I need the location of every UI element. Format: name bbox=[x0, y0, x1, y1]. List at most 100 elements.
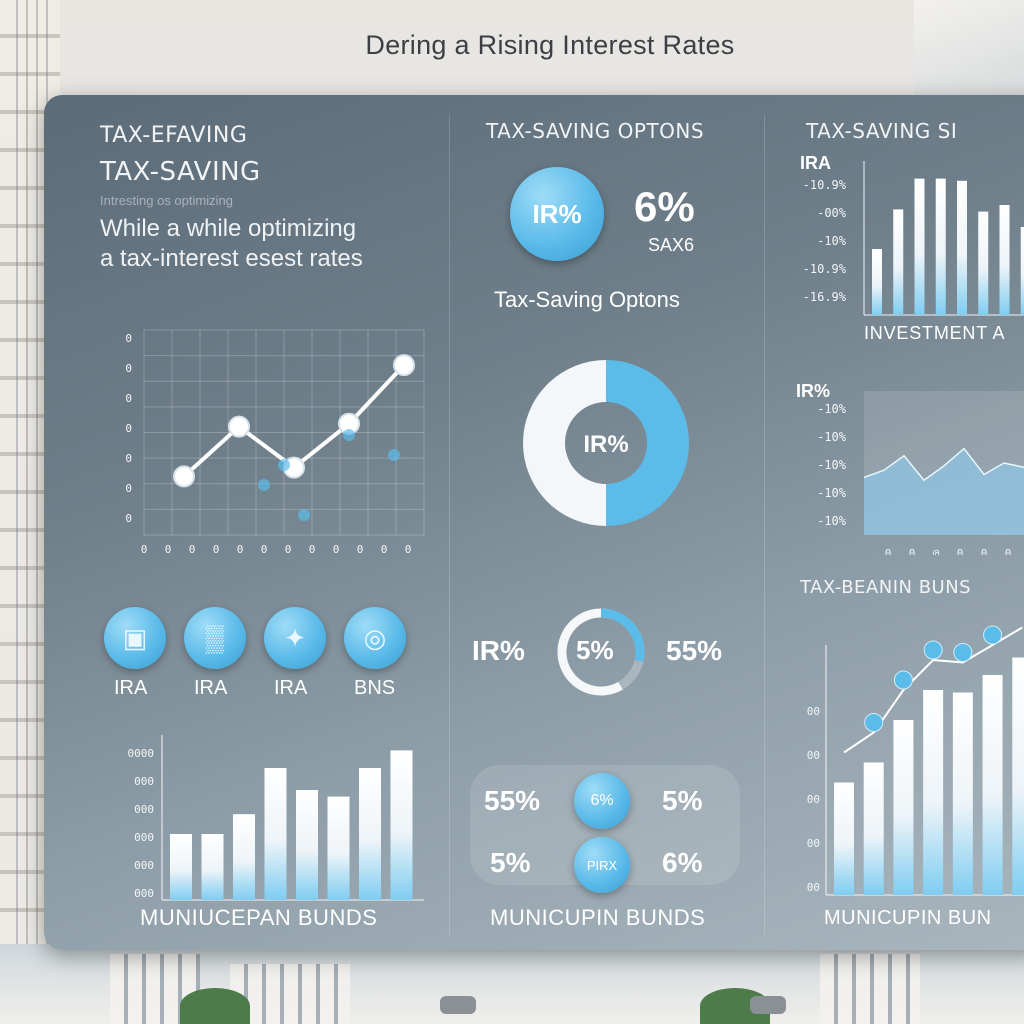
right-bar-chart-2: 00 00 00 00 00 bbox=[807, 625, 1024, 896]
background-street bbox=[0, 944, 1024, 1024]
middle-heading: TAX-SAVING OPTONS bbox=[486, 119, 705, 143]
y-tick-label: 000 bbox=[134, 887, 154, 900]
x-tick-label: 0 bbox=[285, 543, 292, 556]
stat-row2-right: 6% bbox=[662, 847, 703, 878]
stat-row1-left: 55% bbox=[484, 785, 541, 816]
document-icon[interactable]: ▣ bbox=[104, 607, 166, 669]
y-tick-label: -10% bbox=[817, 234, 847, 248]
trend-pin bbox=[923, 640, 943, 660]
y-tick-label: -00% bbox=[817, 206, 847, 220]
coins-icon[interactable]: ◎ bbox=[344, 607, 406, 669]
y-tick-label: 00 bbox=[807, 705, 820, 718]
handshake-icon[interactable]: ✦ bbox=[264, 607, 326, 669]
bar bbox=[327, 796, 350, 900]
y-tick-label: 0000 bbox=[128, 747, 155, 760]
y-tick-label: -10% bbox=[817, 430, 847, 444]
stat-row2-left: 5% bbox=[490, 847, 531, 878]
column-divider bbox=[449, 115, 450, 935]
line-point bbox=[173, 465, 195, 488]
area-line bbox=[863, 447, 1024, 482]
y-tick-label: -10% bbox=[817, 514, 847, 528]
bar bbox=[923, 690, 944, 895]
bar bbox=[952, 692, 973, 895]
small-ring-chart bbox=[557, 608, 645, 696]
x-tick-label: 0 bbox=[261, 543, 268, 556]
x-tick-label: 0 bbox=[1005, 547, 1012, 555]
bar bbox=[201, 834, 224, 900]
trend-pin bbox=[983, 625, 1003, 645]
bar bbox=[390, 750, 413, 900]
x-tick-label: 0 bbox=[957, 547, 964, 555]
y-tick-label: 0 bbox=[125, 392, 132, 405]
donut-right-label: 55% bbox=[666, 635, 723, 666]
right-bar-label: IRA bbox=[800, 153, 831, 173]
trend-pin bbox=[864, 713, 884, 732]
donut-center-label: IR% bbox=[583, 431, 628, 458]
big-percent-value: 6% bbox=[634, 183, 695, 230]
y-tick-label: 0 bbox=[125, 362, 132, 375]
middle-subheading: Tax-Saving Optons bbox=[494, 287, 680, 312]
small-ring-center: 5% bbox=[576, 635, 614, 665]
right-area-chart: -10%-10%-10%-10%-10%00@0000 bbox=[817, 391, 1024, 555]
right-heading-2: TAX-BEANIN BUNS bbox=[800, 577, 972, 598]
bar bbox=[233, 814, 255, 900]
y-tick-label: 0 bbox=[125, 512, 132, 525]
bar bbox=[1012, 657, 1024, 895]
x-tick-label: 0 bbox=[357, 543, 364, 556]
y-tick-label: 0 bbox=[125, 452, 132, 465]
bar bbox=[957, 180, 967, 315]
icon-label: IRA bbox=[114, 677, 148, 699]
donut-left-label: IR% bbox=[472, 635, 525, 666]
bar bbox=[170, 834, 192, 900]
bar bbox=[1020, 227, 1024, 315]
y-tick-label: 0 bbox=[125, 332, 132, 345]
right-bar-footer: INVESTMENT A bbox=[864, 323, 1006, 343]
stat-row2-icon: PIRX bbox=[574, 837, 630, 893]
ira-circle-badge: IR% bbox=[510, 167, 604, 261]
stat-row1-right: 5% bbox=[662, 785, 703, 816]
y-tick-label: 00 bbox=[807, 749, 820, 762]
y-tick-label: -10.9% bbox=[803, 262, 847, 276]
left-line-2: a tax-interest esest rates bbox=[100, 245, 363, 272]
chart-icon[interactable]: ▒ bbox=[184, 607, 246, 669]
bar bbox=[834, 782, 854, 895]
bar bbox=[978, 211, 989, 315]
y-tick-label: -10% bbox=[817, 458, 847, 472]
line-point bbox=[228, 415, 250, 438]
y-tick-label: 00 bbox=[807, 837, 820, 850]
big-percent-sub: SAX6 bbox=[648, 235, 695, 255]
icon-label: IRA bbox=[274, 677, 308, 699]
trend-line bbox=[843, 626, 1023, 754]
x-tick-label: 0 bbox=[189, 543, 196, 556]
right-heading: TAX-SAVING SI bbox=[806, 119, 958, 143]
dashboard-panel: TAX-EFAVING TAX-SAVING Intresting os opt… bbox=[44, 95, 1024, 950]
x-tick-label: 0 bbox=[981, 547, 988, 555]
bar bbox=[893, 720, 914, 895]
donut-chart: IR% bbox=[523, 360, 689, 526]
area-series bbox=[864, 448, 1024, 535]
bar bbox=[914, 178, 925, 315]
y-tick-label: 000 bbox=[134, 803, 154, 816]
bar bbox=[999, 205, 1010, 315]
icon-label: BNS bbox=[354, 677, 396, 699]
column-divider bbox=[764, 115, 765, 935]
y-tick-label: 0 bbox=[125, 482, 132, 495]
scatter-marker bbox=[298, 509, 310, 521]
x-tick-label: 0 bbox=[237, 543, 244, 556]
y-tick-label: -10.9% bbox=[803, 178, 847, 192]
y-tick-label: -10% bbox=[817, 486, 847, 500]
stat-row1-icon: 6% bbox=[574, 773, 630, 829]
left-blur-line: Intresting os optimizing bbox=[100, 193, 233, 208]
bar bbox=[872, 249, 882, 315]
x-tick-label: @ bbox=[933, 547, 940, 555]
left-bar-footer: MUNIUCEPAN BUNDS bbox=[140, 905, 378, 930]
y-tick-label: 000 bbox=[134, 859, 154, 872]
page-title: Dering a Rising Interest Rates bbox=[365, 30, 735, 60]
scatter-marker bbox=[258, 479, 270, 491]
bar bbox=[359, 768, 381, 900]
bar bbox=[863, 762, 884, 895]
y-tick-label: 000 bbox=[134, 775, 154, 788]
ira-circle-label: IR% bbox=[532, 198, 582, 229]
left-heading-2: TAX-SAVING bbox=[100, 157, 261, 187]
